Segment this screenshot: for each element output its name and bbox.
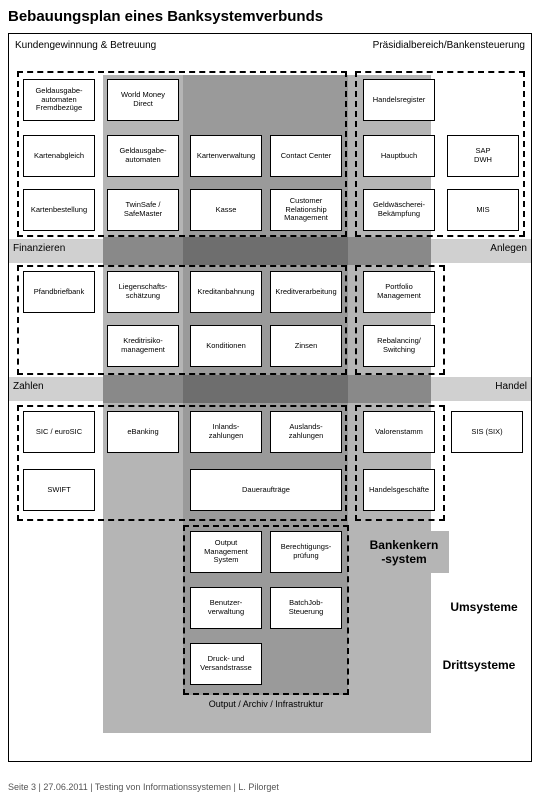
box-r9c3: Benutzer- verwaltung bbox=[190, 587, 262, 629]
box-r2c3: Kartenverwaltung bbox=[190, 135, 262, 177]
top-left-label: Kundengewinnung & Betreuung bbox=[15, 40, 156, 51]
box-r7c3: Daueraufträge bbox=[190, 469, 342, 511]
box-r2c6: Hauptbuch bbox=[363, 135, 435, 177]
box-r4c4: Kreditverarbeitung bbox=[270, 271, 342, 313]
label-drittsysteme: Drittsysteme bbox=[429, 647, 529, 683]
inner-dark-block2 bbox=[183, 237, 348, 265]
box-r1c6: Handelsregister bbox=[363, 79, 435, 121]
box-r9c4: BatchJob- Steuerung bbox=[270, 587, 342, 629]
plan-area: Finanzieren Anlegen Zahlen Handel Geldau… bbox=[15, 55, 525, 755]
box-r3c3: Kasse bbox=[190, 189, 262, 231]
page-footer: Seite 3 | 27.06.2011 | Testing von Infor… bbox=[8, 782, 532, 792]
box-r7c1: SWIFT bbox=[23, 469, 95, 511]
box-r6c6: Valorenstamm bbox=[363, 411, 435, 453]
box-r3c7: MIS bbox=[447, 189, 519, 231]
bottom-caption: Output / Archiv / Infrastruktur bbox=[183, 699, 349, 709]
box-r6c7: SIS (SIX) bbox=[451, 411, 523, 453]
box-r4c1: Pfandbriefbank bbox=[23, 271, 95, 313]
box-r5c6: Rebalancing/ Switching bbox=[363, 325, 435, 367]
box-r6c2: eBanking bbox=[107, 411, 179, 453]
box-r5c3: Konditionen bbox=[190, 325, 262, 367]
box-r4c3: Kreditanbahnung bbox=[190, 271, 262, 313]
box-r6c3: Inlands- zahlungen bbox=[190, 411, 262, 453]
box-r1c1: Geldausgabe- automaten Fremdbezüge bbox=[23, 79, 95, 121]
label-bankenkern: Bankenkern -system bbox=[359, 531, 449, 573]
box-r7c6: Handelsgeschäfte bbox=[363, 469, 435, 511]
box-r4c2: Liegenschafts- schätzung bbox=[107, 271, 179, 313]
box-r2c1: Kartenabgleich bbox=[23, 135, 95, 177]
box-r3c1: Kartenbestellung bbox=[23, 189, 95, 231]
box-r2c2: Geldausgabe- automaten bbox=[107, 135, 179, 177]
diagram-frame: Kundengewinnung & Betreuung Präsidialber… bbox=[8, 33, 532, 762]
box-r4c6: Portfolio Management bbox=[363, 271, 435, 313]
box-r5c4: Zinsen bbox=[270, 325, 342, 367]
inner-dark-block3 bbox=[183, 375, 348, 403]
top-right-label: Präsidialbereich/Bankensteuerung bbox=[373, 40, 525, 51]
box-r2c4: Contact Center bbox=[270, 135, 342, 177]
box-r8c4: Berechtigungs- prüfung bbox=[270, 531, 342, 573]
box-r3c2: TwinSafe / SafeMaster bbox=[107, 189, 179, 231]
box-r6c1: SIC / euroSIC bbox=[23, 411, 95, 453]
box-r1c2: World Money Direct bbox=[107, 79, 179, 121]
page-title: Bebauungsplan eines Banksystemverbunds bbox=[8, 8, 532, 25]
box-r3c6: Geldwäscherei- Bekämpfung bbox=[363, 189, 435, 231]
box-r5c2: Kreditrisiko- management bbox=[107, 325, 179, 367]
label-handel: Handel bbox=[493, 381, 529, 392]
box-r2c7: SAP DWH bbox=[447, 135, 519, 177]
label-umsysteme: Umsysteme bbox=[439, 589, 529, 625]
label-zahlen: Zahlen bbox=[11, 381, 46, 392]
box-r3c4: Customer Relationship Management bbox=[270, 189, 342, 231]
label-anlegen: Anlegen bbox=[488, 243, 529, 254]
box-r8c3: Output Management System bbox=[190, 531, 262, 573]
box-r10c3: Druck- und Versandstrasse bbox=[190, 643, 262, 685]
box-r6c4: Auslands- zahlungen bbox=[270, 411, 342, 453]
label-finanzieren: Finanzieren bbox=[11, 243, 67, 254]
